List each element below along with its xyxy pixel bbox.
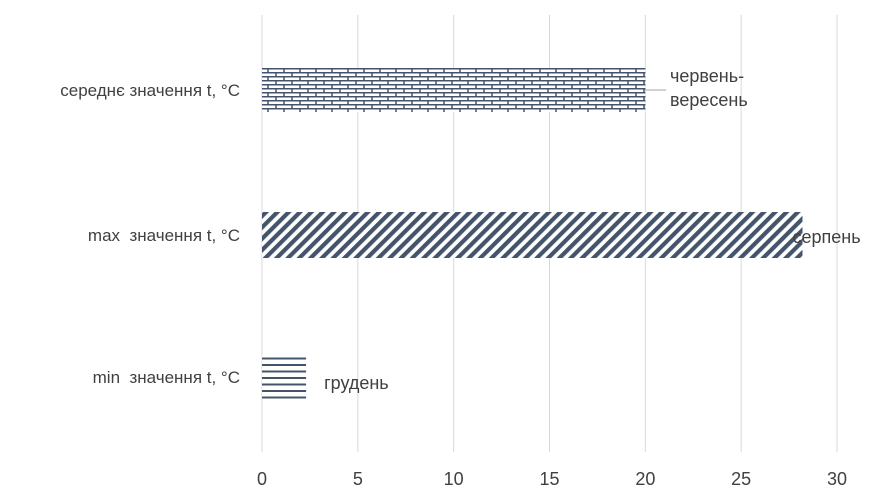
x-tick-label-0: 0 [257,469,267,489]
data-label-0: червень-вересень [670,66,748,110]
bar-2 [262,355,307,399]
category-label-1: max значення t, °C [88,226,240,245]
x-tick-label-25: 25 [731,469,751,489]
category-label-0: середнє значення t, °C [60,81,240,100]
category-labels: середнє значення t, °C max значення t, °C… [60,81,240,387]
bars [262,68,803,399]
bar-0 [262,68,646,112]
data-label-2: грудень [324,373,389,393]
data-label-1: серпень [793,227,861,247]
x-axis-tick-labels: 0 5 10 15 20 25 30 [257,469,847,489]
data-labels: червень-вересень серпень грудень [324,66,861,393]
x-tick-label-10: 10 [444,469,464,489]
category-label-2: min значення t, °C [93,368,240,387]
x-tick-label-15: 15 [539,469,559,489]
x-tick-label-20: 20 [635,469,655,489]
x-tick-label-30: 30 [827,469,847,489]
x-tick-label-5: 5 [353,469,363,489]
bar-1 [262,212,803,258]
